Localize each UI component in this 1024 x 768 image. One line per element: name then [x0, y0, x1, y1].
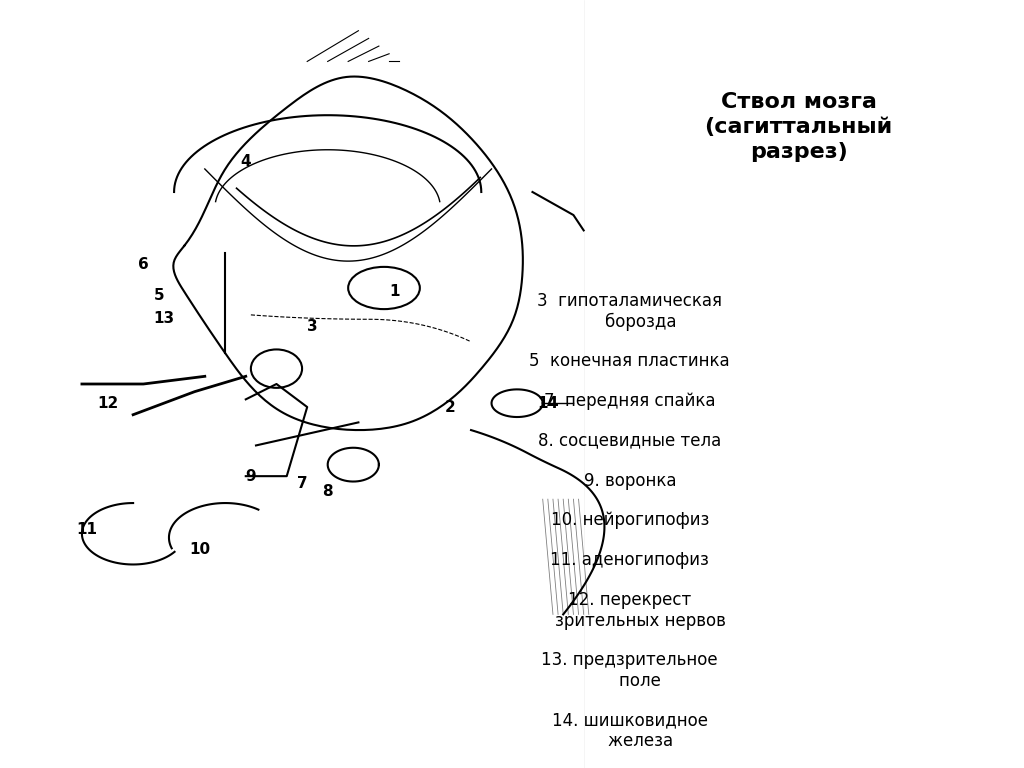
Text: 2: 2 [445, 399, 456, 415]
Text: 8: 8 [323, 484, 333, 499]
Text: 7. передняя спайка: 7. передняя спайка [544, 392, 716, 409]
Text: 13: 13 [154, 311, 174, 326]
Text: 9. воронка: 9. воронка [584, 472, 676, 489]
Text: 8. сосцевидные тела: 8. сосцевидные тела [539, 432, 721, 449]
Text: 7: 7 [297, 476, 307, 492]
Text: 14. шишковидное
    железа: 14. шишковидное железа [552, 711, 708, 750]
Text: 6: 6 [138, 257, 148, 273]
Text: 11. аденогипофиз: 11. аденогипофиз [550, 551, 710, 569]
Text: 9: 9 [246, 468, 256, 484]
Text: 13. предзрительное
    поле: 13. предзрительное поле [542, 651, 718, 690]
Text: 11: 11 [77, 522, 97, 538]
Text: 12. перекрест
    зрительных нервов: 12. перекрест зрительных нервов [534, 591, 726, 631]
Text: 3: 3 [307, 319, 317, 334]
Text: 10: 10 [189, 541, 210, 557]
Text: Ствол мозга
(сагиттальный
разрез): Ствол мозга (сагиттальный разрез) [705, 92, 893, 162]
Text: 4: 4 [241, 154, 251, 169]
Text: 5: 5 [154, 288, 164, 303]
Text: 1: 1 [389, 284, 399, 300]
Text: 10. нейрогипофиз: 10. нейрогипофиз [551, 511, 709, 529]
Text: 3  гипоталамическая
    борозда: 3 гипоталамическая борозда [538, 292, 722, 331]
Text: 5  конечная пластинка: 5 конечная пластинка [529, 352, 730, 369]
Text: 12: 12 [97, 396, 118, 411]
Text: 14: 14 [538, 396, 558, 411]
